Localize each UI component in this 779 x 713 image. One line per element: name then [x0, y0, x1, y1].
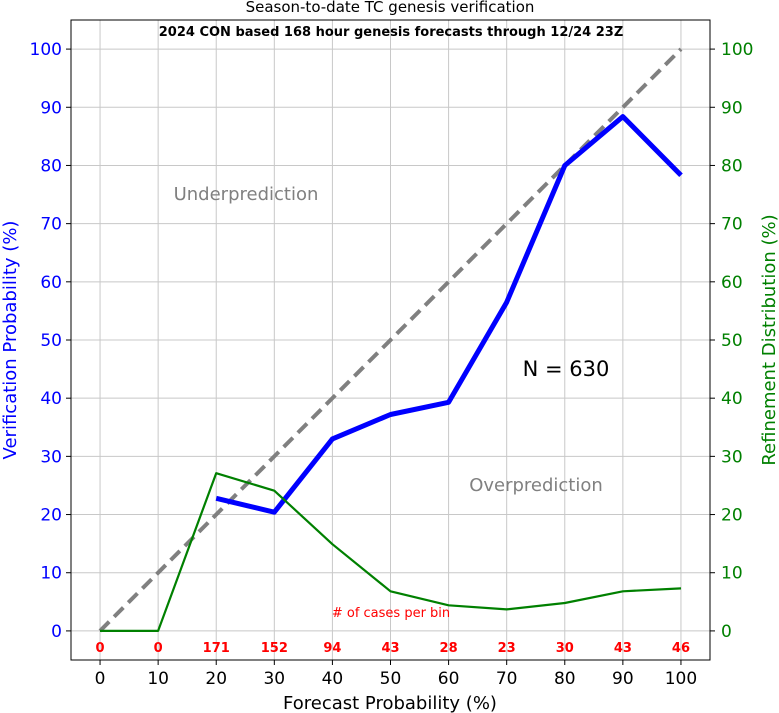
grid — [71, 20, 710, 660]
case-count-label: 46 — [672, 641, 690, 656]
ticks: 0 10 20 30 40 50 60 70 80 90 100 0 0 10 10 20 20 30 30 40 40… — [30, 40, 754, 689]
x-axis-label: Forecast Probability (%) — [283, 693, 497, 713]
y-left-tick-label: 90 — [40, 98, 62, 118]
y-axis-label-left: Verification Probability (%) — [0, 221, 21, 460]
case-count-label: 30 — [556, 641, 574, 656]
x-tick-label: 40 — [322, 669, 344, 689]
cases-per-bin-label: # of cases per bin — [332, 606, 450, 621]
y-left-tick-label: 80 — [40, 156, 62, 176]
x-tick-label: 20 — [205, 669, 227, 689]
case-count-label: 43 — [381, 641, 399, 656]
case-count-label: 0 — [154, 641, 163, 656]
x-tick-label: 30 — [263, 669, 285, 689]
y-left-tick-label: 70 — [40, 215, 62, 235]
chart-title: Season-to-date TC genesis verification — [246, 0, 535, 16]
y-right-tick-label: 60 — [721, 273, 743, 293]
y-right-tick-label: 50 — [721, 331, 743, 351]
sample-size-label: N = 630 — [523, 357, 610, 381]
y-right-tick-label: 30 — [721, 447, 743, 467]
y-right-tick-label: 20 — [721, 506, 743, 526]
chart-subtitle: 2024 CON based 168 hour genesis forecast… — [159, 25, 624, 40]
y-left-tick-label: 20 — [40, 506, 62, 526]
y-right-tick-label: 80 — [721, 156, 743, 176]
y-left-tick-label: 0 — [51, 622, 62, 642]
y-right-tick-label: 100 — [721, 40, 753, 60]
y-left-tick-label: 100 — [30, 40, 62, 60]
case-count-label: 28 — [440, 641, 458, 656]
verification-probability-line — [215, 114, 683, 515]
x-tick-label: 90 — [612, 669, 634, 689]
series-layer — [98, 47, 683, 633]
cases-per-bin: 0 0 171 152 94 43 28 23 30 43 46 — [96, 641, 690, 656]
case-count-label: 23 — [498, 641, 516, 656]
case-count-label: 152 — [261, 641, 288, 656]
y-left-tick-label: 10 — [40, 564, 62, 584]
x-tick-label: 50 — [380, 669, 402, 689]
case-count-label: 171 — [203, 641, 230, 656]
y-right-tick-label: 10 — [721, 564, 743, 584]
x-tick-label: 0 — [95, 669, 106, 689]
x-tick-label: 60 — [438, 669, 460, 689]
y-right-tick-label: 70 — [721, 215, 743, 235]
y-left-tick-label: 30 — [40, 447, 62, 467]
x-tick-label: 80 — [554, 669, 576, 689]
y-axis-label-right: Refinement Distribution (%) — [759, 214, 779, 465]
y-right-tick-label: 40 — [721, 389, 743, 409]
case-count-label: 94 — [323, 641, 341, 656]
underprediction-label: Underprediction — [174, 184, 319, 205]
y-right-tick-label: 0 — [721, 622, 732, 642]
overprediction-label: Overprediction — [469, 475, 603, 496]
y-left-tick-label: 40 — [40, 389, 62, 409]
x-tick-label: 100 — [665, 669, 697, 689]
case-count-label: 0 — [96, 641, 105, 656]
x-tick-label: 70 — [496, 669, 518, 689]
y-right-tick-label: 90 — [721, 98, 743, 118]
x-tick-label: 10 — [147, 669, 169, 689]
y-left-tick-label: 50 — [40, 331, 62, 351]
refinement-distribution-line — [100, 472, 682, 632]
case-count-label: 43 — [614, 641, 632, 656]
y-left-tick-label: 60 — [40, 273, 62, 293]
